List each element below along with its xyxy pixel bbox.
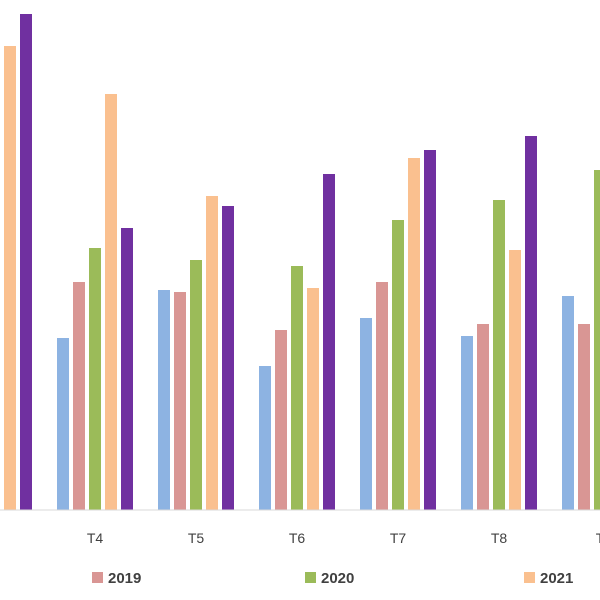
bar-t9-series-3 xyxy=(594,170,600,510)
x-tick-labels: 3T4T5T6T7T8T xyxy=(87,530,600,546)
x-tick-label-t9: T xyxy=(596,530,600,546)
bar-t7-series-4 xyxy=(408,158,420,510)
legend: 2019 2020 2021 xyxy=(92,570,573,587)
bar-t5-series-5 xyxy=(222,206,234,510)
bar-t9-series-2 xyxy=(578,324,590,510)
bar-t5-series-2 xyxy=(174,292,186,510)
bar-t9-series-1 xyxy=(562,296,574,510)
bar-t6-series-1 xyxy=(259,366,271,510)
bar-t8-series-3 xyxy=(493,200,505,510)
legend-label-2019: 2019 xyxy=(108,570,141,587)
bar-t8-series-5 xyxy=(525,136,537,510)
bar-t5-series-4 xyxy=(206,196,218,510)
bar-t4-series-1 xyxy=(57,338,69,510)
bar-t8-series-1 xyxy=(461,336,473,510)
bar-t5-series-3 xyxy=(190,260,202,510)
x-tick-label-t8: T8 xyxy=(491,530,508,546)
bar-layer xyxy=(4,14,600,510)
legend-swatch-2019 xyxy=(92,572,103,583)
bar-t5-series-1 xyxy=(158,290,170,510)
bar-t6-series-3 xyxy=(291,266,303,510)
bar-t8-series-4 xyxy=(509,250,521,510)
bar-t7-series-1 xyxy=(360,318,372,510)
bar-t7-series-2 xyxy=(376,282,388,510)
x-tick-label-t7: T7 xyxy=(390,530,407,546)
legend-label-2020: 2020 xyxy=(321,570,354,587)
bar-t4-series-4 xyxy=(105,94,117,510)
legend-swatch-2021 xyxy=(524,572,535,583)
bar-t3-series-5 xyxy=(20,14,32,510)
bar-t7-series-5 xyxy=(424,150,436,510)
x-tick-label-t4: T4 xyxy=(87,530,104,546)
x-tick-label-t6: T6 xyxy=(289,530,306,546)
bar-t6-series-5 xyxy=(323,174,335,510)
bar-t3-series-4 xyxy=(4,46,16,510)
bar-t7-series-3 xyxy=(392,220,404,510)
legend-swatch-2020 xyxy=(305,572,316,583)
bar-t4-series-3 xyxy=(89,248,101,510)
bar-t4-series-2 xyxy=(73,282,85,510)
bar-t6-series-2 xyxy=(275,330,287,510)
bar-t4-series-5 xyxy=(121,228,133,510)
x-tick-label-t5: T5 xyxy=(188,530,205,546)
bar-t8-series-2 xyxy=(477,324,489,510)
bar-t6-series-4 xyxy=(307,288,319,510)
legend-label-2021: 2021 xyxy=(540,570,573,587)
